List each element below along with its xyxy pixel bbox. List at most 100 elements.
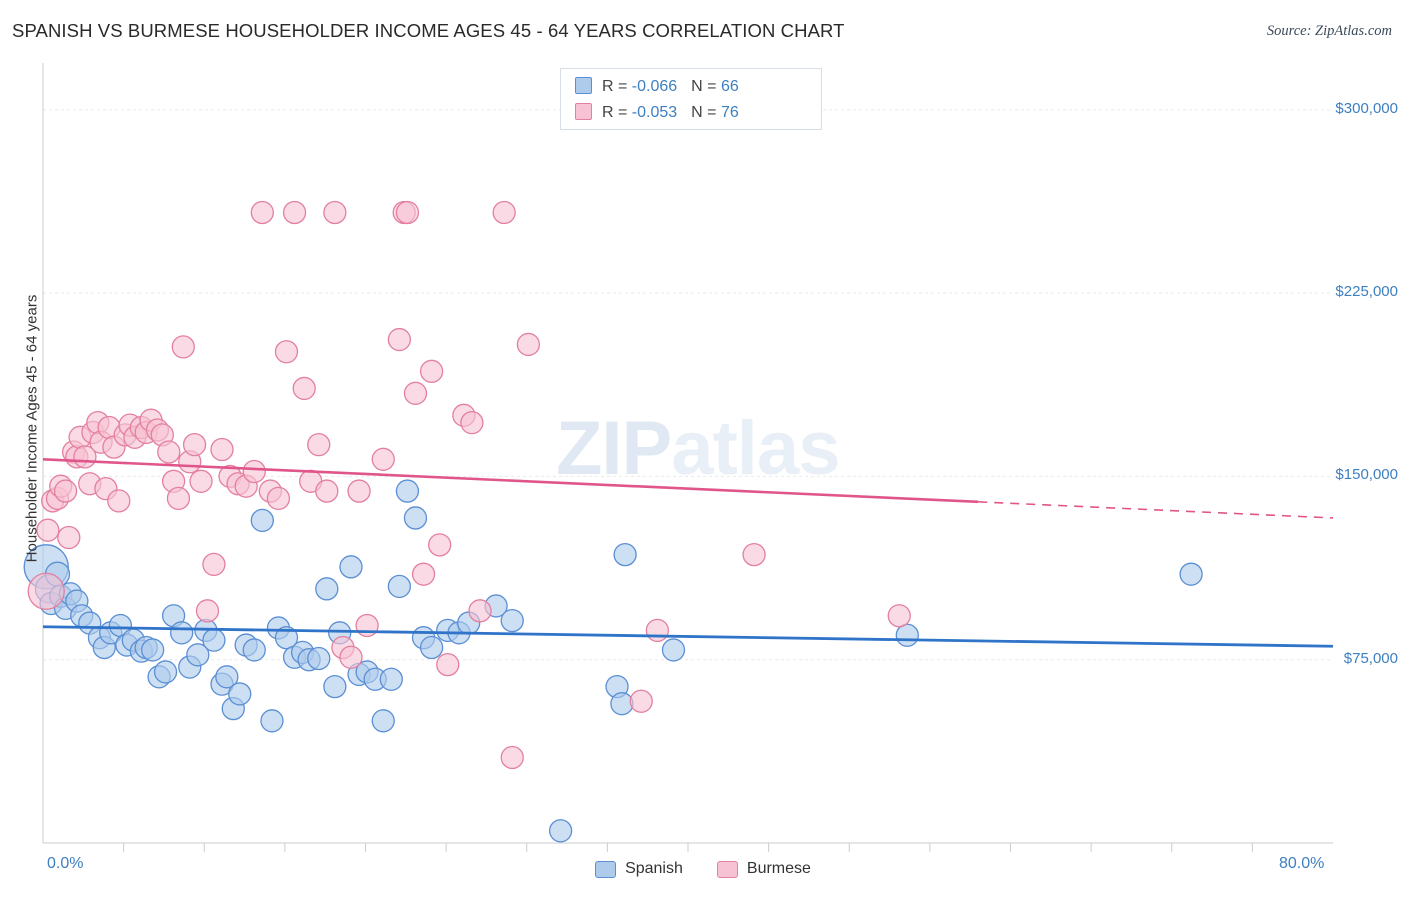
data-point xyxy=(36,518,60,542)
data-point xyxy=(189,469,213,493)
data-point xyxy=(202,628,226,652)
data-point xyxy=(266,486,291,511)
legend-row-burmese: R = -0.053 N = 76 xyxy=(575,103,739,122)
data-point xyxy=(307,646,331,671)
data-point xyxy=(742,542,766,567)
series-burmese xyxy=(27,200,911,770)
data-point xyxy=(411,562,436,586)
series-swatch-burmese xyxy=(716,860,738,878)
data-point xyxy=(170,621,194,645)
data-point xyxy=(887,604,911,628)
data-point xyxy=(895,623,919,647)
data-point xyxy=(57,525,81,550)
data-point xyxy=(323,200,347,225)
series-legend: Spanish Burmese xyxy=(0,860,1406,878)
data-point xyxy=(492,200,516,225)
data-point xyxy=(500,608,524,633)
data-point xyxy=(403,506,428,530)
data-point xyxy=(371,709,395,733)
series-spanish xyxy=(23,479,1203,843)
data-point xyxy=(202,552,226,577)
data-point xyxy=(661,638,686,662)
x-tick-label-min: 0.0% xyxy=(47,855,84,872)
y-tick-label: $75,000 xyxy=(1343,649,1398,667)
data-point xyxy=(140,638,165,662)
data-point xyxy=(419,359,444,383)
data-point xyxy=(250,200,274,225)
data-point xyxy=(629,689,653,713)
data-point xyxy=(395,200,420,225)
data-point xyxy=(153,660,178,684)
data-point xyxy=(419,635,444,660)
data-point xyxy=(387,327,412,352)
data-point xyxy=(282,200,307,225)
data-point xyxy=(500,745,524,770)
data-point xyxy=(166,486,191,511)
legend-r-value-spanish: -0.066 xyxy=(631,78,678,95)
data-point xyxy=(307,432,331,457)
series-swatch-spanish xyxy=(595,860,617,878)
data-point xyxy=(387,574,412,599)
data-point xyxy=(436,652,460,677)
data-point xyxy=(347,479,371,503)
data-point xyxy=(339,555,363,579)
data-point xyxy=(548,819,573,843)
legend-r-label-spanish: R = xyxy=(602,78,632,95)
legend-n-value-spanish: 66 xyxy=(720,78,739,95)
series-legend-item-burmese[interactable]: Burmese xyxy=(716,860,811,878)
x-tick-label-max: 80.0% xyxy=(1279,855,1325,872)
data-point xyxy=(228,682,252,706)
legend-row-spanish: R = -0.066 N = 66 xyxy=(575,77,739,96)
series-label-burmese: Burmese xyxy=(746,860,811,877)
y-tick-label: $300,000 xyxy=(1335,99,1398,117)
data-point xyxy=(339,645,363,669)
data-point xyxy=(460,410,484,435)
data-point xyxy=(395,479,420,503)
data-point xyxy=(371,447,395,471)
data-point xyxy=(250,508,274,533)
trendline xyxy=(42,458,979,504)
data-point xyxy=(274,626,299,650)
data-point xyxy=(260,709,284,733)
data-point xyxy=(242,638,266,662)
data-point xyxy=(610,692,634,716)
data-point xyxy=(27,572,65,610)
data-point xyxy=(323,674,347,699)
data-point xyxy=(53,479,78,503)
legend-n-label-spanish: N = xyxy=(691,78,721,95)
data-point xyxy=(428,533,452,557)
legend-r-label-burmese: R = xyxy=(602,104,632,121)
legend-n-label-burmese: N = xyxy=(691,104,721,121)
y-tick-label: $225,000 xyxy=(1335,283,1398,301)
data-point xyxy=(215,665,239,689)
data-point xyxy=(171,335,195,359)
legend-swatch-burmese xyxy=(575,103,592,120)
data-point xyxy=(516,332,541,357)
trendline-extrapolated xyxy=(978,501,1334,519)
legend-n-value-burmese: 76 xyxy=(720,104,739,121)
series-legend-item-spanish[interactable]: Spanish xyxy=(595,860,683,878)
y-tick-label: $150,000 xyxy=(1335,466,1398,484)
legend-r-value-burmese: -0.053 xyxy=(631,104,678,121)
data-point xyxy=(355,613,379,638)
data-point xyxy=(315,577,339,601)
trendline xyxy=(42,625,1334,648)
data-point xyxy=(1179,562,1203,586)
data-point xyxy=(157,440,181,464)
series-label-spanish: Spanish xyxy=(625,860,683,877)
data-point xyxy=(195,599,220,623)
data-point xyxy=(107,489,131,513)
page-title: SPANISH VS BURMESE HOUSEHOLDER INCOME AG… xyxy=(12,20,845,41)
data-point xyxy=(613,542,637,567)
data-point xyxy=(182,432,207,457)
y-axis-label: Householder Income Ages 45 - 64 years xyxy=(23,294,41,563)
data-point xyxy=(186,643,210,667)
legend-swatch-spanish xyxy=(575,77,592,94)
data-point xyxy=(379,667,403,691)
data-point xyxy=(292,376,316,401)
data-point xyxy=(242,459,266,484)
data-point xyxy=(274,340,299,364)
source-attribution: Source: ZipAtlas.com xyxy=(1266,23,1392,39)
